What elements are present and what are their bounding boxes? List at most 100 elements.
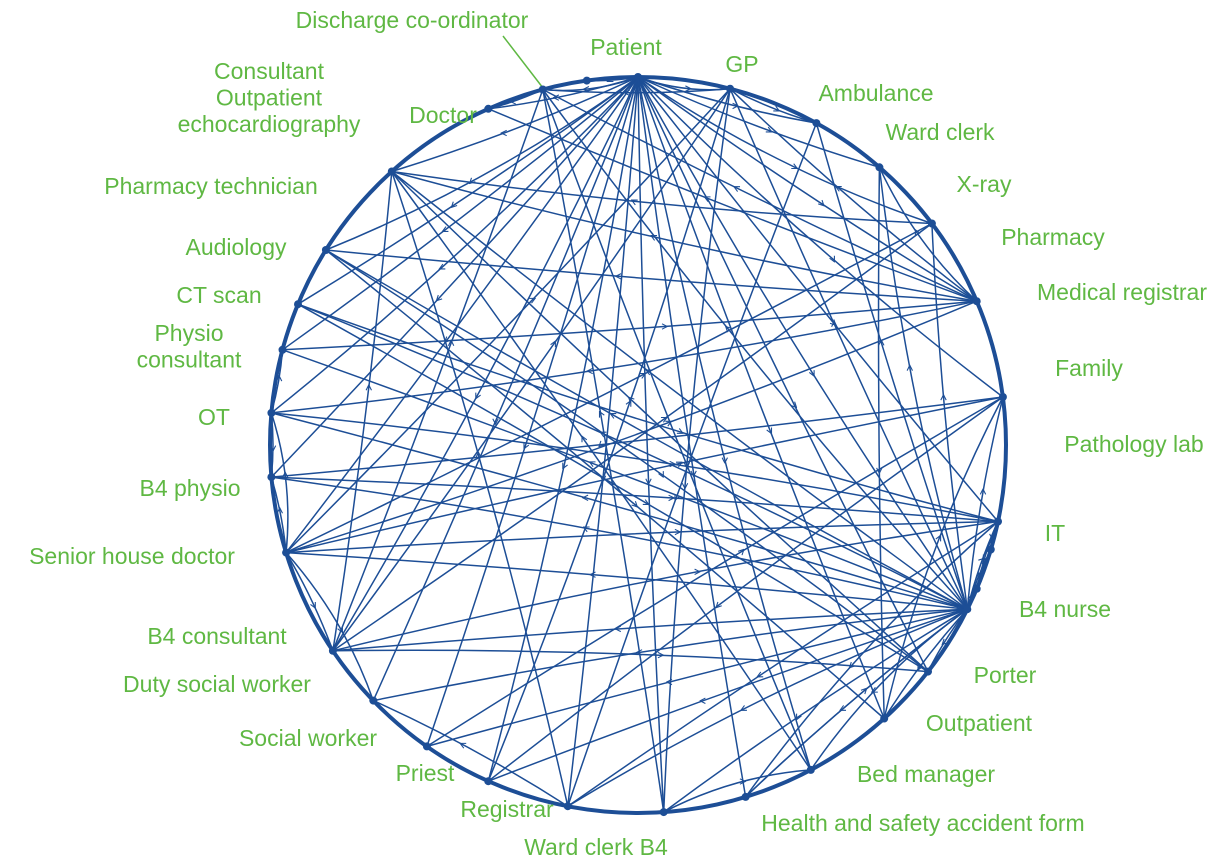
label-x-ray: X-ray [957, 171, 1012, 197]
label-patient: Patient [590, 34, 662, 60]
label-b4-consultant: B4 consultant [147, 623, 287, 649]
edge-patient-to-registrar [567, 76, 639, 807]
edge-b4-nurse-to-pharmacy-technician [391, 170, 968, 610]
edge-patient-to-medical-registrar [637, 76, 1004, 398]
edge-patient-to-ward-clerk-b4 [637, 76, 665, 813]
edge-b4-physio-to-family [271, 476, 999, 523]
edge-senior-house-doctor-to-pharmacy [285, 300, 977, 554]
label-physio-consultant-line-1: consultant [137, 346, 242, 372]
edge-pharmacy-to-doctor [542, 88, 978, 302]
edge-registrar-to-duty-social-worker [372, 699, 569, 807]
label-b4-physio: B4 physio [139, 475, 240, 501]
edge-patient-to-pharmacy-technician [391, 76, 639, 173]
label-audiology: Audiology [185, 234, 287, 260]
node-ct-scan [294, 300, 302, 309]
edge-patient-to-health-safety-form [637, 76, 747, 798]
edge-senior-house-doctor-to-gp [285, 88, 731, 554]
edge-bed-manager-to-pharmacy-technician [391, 171, 812, 771]
edge-patient-to-pharmacy [637, 76, 978, 302]
edge-pharmacy-to-ward-clerk [878, 166, 978, 302]
node-consultant-outpatient-echo [484, 104, 493, 113]
node-bed-manager [806, 765, 815, 774]
edge-family-to-health-safety-form [744, 520, 999, 798]
edge-b4-nurse-to-senior-house-doctor [286, 551, 968, 610]
edge-pharmacy-to-audiology [325, 249, 977, 302]
node-ot [267, 408, 276, 417]
edge-porter-to-pharmacy-technician [391, 170, 929, 673]
edge-x-ray-to-pharmacy-technician [391, 170, 932, 225]
node-gp [726, 84, 735, 93]
discharge-coordinator-callout-line [502, 35, 544, 89]
label-doctor: Doctor [409, 102, 477, 128]
edge-family-to-registrar [567, 520, 999, 807]
node-discharge-coordinator [582, 76, 591, 85]
node-it [972, 584, 981, 593]
edge-social-worker-to-medical-registrar [426, 396, 1004, 748]
edge-patient-to-ct-scan [297, 76, 639, 305]
node-pharmacy-technician [387, 167, 396, 176]
label-outpatient: Outpatient [926, 710, 1033, 736]
node-doctor [538, 85, 547, 94]
node-health-safety-form [741, 792, 750, 801]
label-pathology-lab: Pathology lab [1064, 431, 1203, 457]
edge-physio-consultant-to-pharmacy [282, 300, 977, 351]
edge-patient-to-porter [637, 76, 929, 672]
label-registrar: Registrar [460, 796, 554, 822]
edge-patient-to-b4-consultant [332, 76, 639, 652]
node-b4-nurse [963, 605, 972, 614]
label-porter: Porter [974, 662, 1037, 688]
label-pharmacy: Pharmacy [1001, 224, 1105, 250]
edge-senior-house-doctor-to-ot [270, 412, 289, 553]
label-it: IT [1045, 520, 1065, 546]
edge-patient-to-priest [487, 76, 639, 782]
node-b4-consultant [328, 646, 337, 655]
node-pharmacy [972, 297, 981, 306]
label-priest: Priest [396, 760, 455, 786]
edge-patient-to-audiology [325, 76, 639, 251]
node-physio-consultant [278, 345, 287, 354]
edge-b4-nurse-to-ward-clerk-b4 [663, 608, 968, 813]
edge-b4-nurse-to-priest [488, 608, 968, 782]
label-gp: GP [725, 51, 758, 77]
node-pathology-lab [986, 545, 995, 554]
node-x-ray [927, 219, 936, 228]
node-ward-clerk-b4 [659, 808, 668, 817]
edge-ot-to-family [271, 412, 999, 523]
edge-patient-to-physio-consultant [282, 76, 639, 351]
label-ambulance: Ambulance [818, 80, 933, 106]
edge-ward-clerk-to-outpatient [877, 167, 885, 719]
label-ward-clerk: Ward clerk [885, 119, 995, 145]
edge-priest-to-gp [487, 88, 731, 782]
edge-registrar-to-pharmacy-technician [391, 171, 569, 807]
edge-b4-nurse-to-ambulance [815, 122, 969, 610]
edge-patient-to-duty-social-worker [372, 76, 639, 701]
edge-b4-consultant-to-gp [332, 88, 731, 652]
edge-b4-nurse-to-b4-consultant [332, 608, 968, 652]
edge-gp-to-doctor [542, 87, 731, 94]
edge-b4-consultant-to-porter [332, 649, 929, 673]
edge-pharmacy-to-ot [271, 300, 977, 414]
edge-b4-nurse-to-social-worker [426, 608, 968, 748]
label-pharmacy-technician: Pharmacy technician [104, 173, 318, 199]
nodes-layer [267, 73, 1007, 817]
edge-b4-nurse-to-ot [271, 412, 968, 610]
label-physio-consultant-line-0: Physio [154, 320, 223, 346]
edge-b4-consultant-to-family [332, 520, 999, 652]
edge-patient-to-x-ray [637, 76, 933, 225]
edge-b4-consultant-to-doctor [332, 89, 544, 652]
node-priest [484, 777, 493, 786]
edge-b4-nurse-to-gp [729, 88, 968, 610]
label-health-safety-form: Health and safety accident form [761, 810, 1084, 836]
edge-b4-nurse-to-doctor [542, 89, 968, 610]
label-ward-clerk-b4: Ward clerk B4 [524, 834, 668, 858]
node-b4-physio [267, 473, 276, 482]
edge-patient-to-ot [270, 76, 639, 414]
edge-patient-to-family [637, 76, 999, 522]
label-discharge-coordinator: Discharge co-ordinator [296, 7, 529, 33]
node-porter [924, 667, 932, 676]
label-duty-social-worker: Duty social worker [123, 671, 311, 697]
node-social-worker [422, 742, 431, 751]
edge-b4-nurse-to-medical-registrar [966, 396, 1004, 610]
label-ct-scan: CT scan [176, 282, 261, 308]
